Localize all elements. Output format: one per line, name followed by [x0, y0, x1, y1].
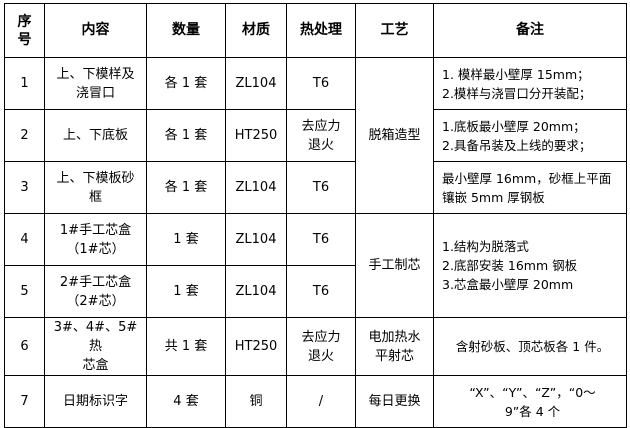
- table-row: 2 上、下底板各 1 套 HT250 去应力 退火 1.底板最小壁厚 20mm； 2.具备吊…: [4, 109, 627, 162]
- header-material: 材质: [225, 3, 287, 58]
- header-note: 备注: [433, 3, 627, 58]
- row-content-line: 1#手工芯盒: [59, 222, 132, 238]
- table-row: 3 上、下模板砂框各 1 套 ZL104 T6 最小壁厚 16mm，砂框上平面 镶嵌 5m…: [4, 161, 627, 214]
- row-heat-treatment-line: /: [318, 394, 324, 409]
- row-content: 上、下模板砂框: [44, 161, 147, 214]
- header-row: 序号 内容 数量 材质 热处理 工艺 备注: [4, 3, 627, 58]
- row-note-line: 3.芯盒最小壁厚 20mm: [442, 277, 574, 292]
- row-process-line: 平射芯: [374, 348, 414, 364]
- row-process: 脱箱造型: [355, 57, 434, 214]
- row-process-line: 电加热水: [368, 329, 421, 345]
- row-no: 7: [4, 375, 45, 428]
- row-heat-treatment: T6: [286, 265, 356, 318]
- row-note-line: 9”各 4 个: [504, 403, 561, 419]
- row-content-line: （1#芯）: [66, 241, 125, 257]
- row-heat-treatment-line: 去应力: [301, 118, 341, 134]
- row-note: 1.底板最小壁厚 20mm； 2.具备吊装及上线的要求；: [433, 109, 627, 162]
- row-material: ZL104: [225, 213, 287, 266]
- process-table: 序号 内容 数量 材质 热处理 工艺 备注 1 上、下模样及 浇冒口各 1 套 ZL1…: [4, 3, 627, 428]
- row-content-line: 上、下模样及: [56, 66, 135, 82]
- row-no: 4: [4, 213, 45, 266]
- header-qty: 数量: [146, 3, 226, 58]
- header-process: 工艺: [355, 3, 434, 58]
- row-heat-treatment: T6: [286, 161, 356, 214]
- row-no: 2: [4, 109, 45, 162]
- row-content-line: 芯盒: [82, 358, 109, 373]
- row-qty: 1 套: [146, 265, 226, 318]
- row-content-line: （2#芯）: [66, 293, 125, 309]
- row-material: 铜: [225, 375, 287, 428]
- row-qty: 各 1 套: [146, 109, 226, 162]
- header-heat: 热处理: [286, 3, 356, 58]
- table-row: 7 日期标识字 4 套铜 / 每日更换 “X”、“Y”、“Z”，“0～ 9”各 4 个: [4, 375, 627, 428]
- row-note: 1.结构为脱落式 2.底部安装 16mm 钢板 3.芯盒最小壁厚 20mm: [433, 213, 627, 318]
- row-heat-treatment-line: 退火: [307, 137, 334, 153]
- table-row: 1 上、下模样及 浇冒口各 1 套 ZL104 T6 脱箱造型 1. 模样最小壁厚 15mm…: [4, 57, 627, 214]
- row-heat-treatment-line: 去应力: [301, 329, 341, 345]
- row-content-line: 2#手工芯盒: [59, 274, 132, 290]
- row-note-line: 1. 模样最小壁厚 15mm；: [442, 66, 590, 82]
- row-note-line: “X”、“Y”、“Z”，“0～: [469, 384, 596, 400]
- row-note-line: 最小壁厚 16mm，砂框上平面: [442, 170, 612, 186]
- row-heat-treatment-line: T6: [312, 180, 330, 195]
- row-heat-treatment: /: [286, 375, 356, 428]
- row-note: 1. 模样最小壁厚 15mm； 2.模样与浇冒口分开装配；: [433, 57, 627, 110]
- row-heat-treatment-line: 退火: [307, 348, 334, 364]
- row-content: 日期标识字: [44, 375, 147, 428]
- row-note-line: 镶嵌 5mm 厚钢板: [442, 189, 545, 205]
- row-heat-treatment: T6: [286, 57, 356, 110]
- header-no: 序号: [4, 3, 45, 58]
- row-process: 每日更换: [355, 375, 434, 428]
- row-material: ZL104: [225, 265, 287, 318]
- row-content: 1#手工芯盒 （1#芯）: [44, 213, 147, 266]
- row-note-line: 1.结构为脱落式: [442, 239, 529, 254]
- row-content-line: 上、下模板砂: [56, 170, 135, 186]
- row-heat-treatment: 去应力 退火: [286, 109, 356, 162]
- row-content: 上、下底板: [44, 109, 147, 162]
- header-no-line2: 号: [17, 31, 32, 48]
- header-content: 内容: [44, 3, 147, 58]
- row-content-line: 3#、4#、5#热: [53, 320, 138, 354]
- row-qty: 1 套: [146, 213, 226, 266]
- row-process-line: 每日更换: [368, 394, 421, 409]
- row-qty: 各 1 套: [146, 57, 226, 110]
- row-note: 最小壁厚 16mm，砂框上平面 镶嵌 5mm 厚钢板: [433, 161, 627, 214]
- row-content: 上、下模样及 浇冒口: [44, 57, 147, 110]
- row-no: 6: [4, 317, 45, 376]
- row-material: HT250: [225, 317, 287, 376]
- header-no-line1: 序: [17, 13, 32, 30]
- row-content: 3#、4#、5#热芯盒: [44, 317, 147, 376]
- row-heat-treatment-line: T6: [312, 284, 330, 299]
- row-qty: 共 1 套: [146, 317, 226, 376]
- row-note-line: 含射砂板、顶芯板各 1 件。: [455, 339, 610, 354]
- row-no: 5: [4, 265, 45, 318]
- row-heat-treatment-line: T6: [312, 232, 330, 247]
- row-qty: 4 套: [146, 375, 226, 428]
- table-row: 6 3#、4#、5#热 芯盒共 1 套 HT250 去应力 退火 电加热水 平射芯 含射砂板、顶…: [4, 317, 627, 376]
- row-material: ZL104: [225, 57, 287, 110]
- row-no: 1: [4, 57, 45, 110]
- row-note: 含射砂板、顶芯板各 1 件。: [433, 317, 627, 376]
- row-content-line: 日期标识字: [62, 394, 128, 409]
- row-no: 3: [4, 161, 45, 214]
- row-process: 手工制芯: [355, 213, 434, 318]
- table-row: 5 2#手工芯盒 （2#芯） 1 套 ZL104 T6: [4, 265, 627, 318]
- row-heat-treatment-line: T6: [312, 76, 330, 91]
- row-note-line: 1.底板最小壁厚 20mm；: [442, 118, 586, 134]
- row-content-line: 浇冒口: [75, 85, 115, 101]
- row-process: 电加热水 平射芯: [355, 317, 434, 376]
- row-content: 2#手工芯盒 （2#芯）: [44, 265, 147, 318]
- table-row: 4 1#手工芯盒 （1#芯） 1 套 ZL104 T6 手工制芯 1.结构为脱落式 2.底部安装…: [4, 213, 627, 318]
- row-note: “X”、“Y”、“Z”，“0～ 9”各 4 个: [433, 375, 627, 428]
- row-material: ZL104: [225, 161, 287, 214]
- row-content-line: 上、下底板: [62, 128, 128, 143]
- row-note-line: 2.底部安装 16mm 钢板: [442, 258, 578, 273]
- row-note-line: 2.具备吊装及上线的要求；: [442, 137, 592, 153]
- row-heat-treatment: 去应力 退火: [286, 317, 356, 376]
- row-content-line: 框: [88, 189, 102, 205]
- row-qty: 各 1 套: [146, 161, 226, 214]
- row-note-line: 2.模样与浇冒口分开装配；: [442, 85, 592, 101]
- row-material: HT250: [225, 109, 287, 162]
- row-heat-treatment: T6: [286, 213, 356, 266]
